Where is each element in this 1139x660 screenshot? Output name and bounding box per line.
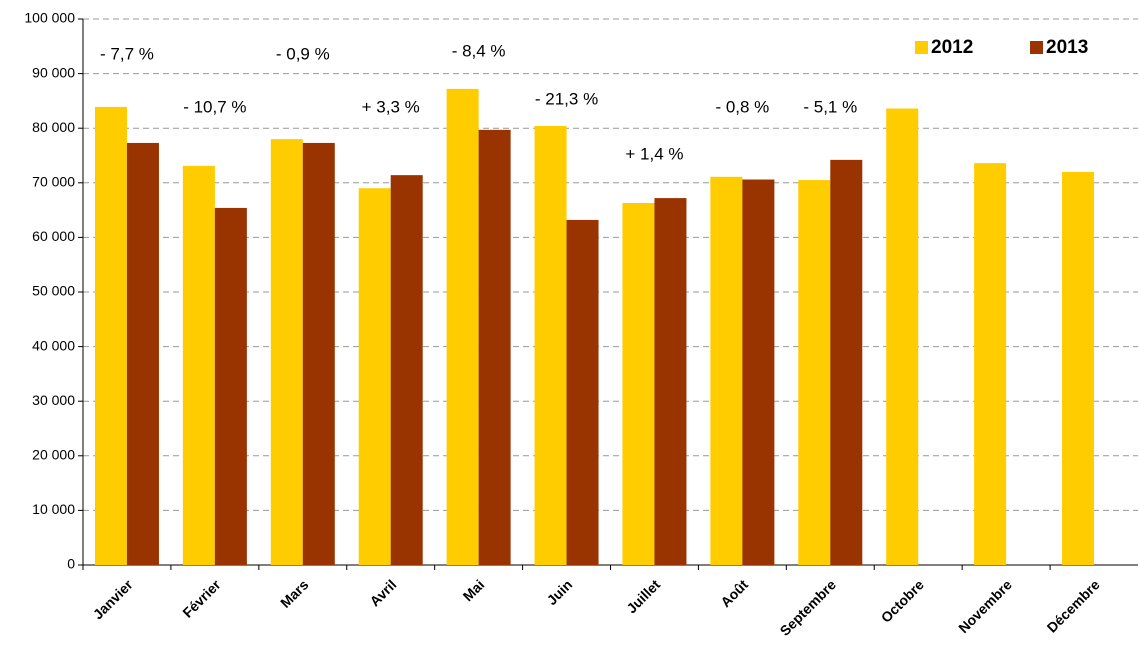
x-tick-label: Juillet — [623, 576, 663, 616]
y-tick-label: 20 000 — [32, 447, 75, 463]
x-tick-label: Janvier — [90, 576, 136, 622]
x-tick-label: Avril — [366, 576, 399, 609]
x-tick-label: Novembre — [955, 576, 1015, 636]
y-tick-label: 30 000 — [32, 392, 75, 408]
annotation: - 7,7 % — [100, 44, 154, 63]
x-tick-label: Juin — [544, 576, 576, 608]
bar — [622, 203, 655, 565]
annotation: - 0,8 % — [715, 97, 769, 116]
bar — [182, 165, 215, 565]
annotation: + 1,4 % — [625, 144, 683, 163]
y-tick-label: 70 000 — [32, 174, 75, 190]
x-tick-label: Octobre — [878, 576, 927, 625]
bar — [974, 163, 1007, 566]
x-tick-label: Février — [179, 576, 224, 621]
y-tick-label: 50 000 — [32, 283, 75, 299]
bar — [886, 108, 919, 565]
annotation: - 5,1 % — [803, 97, 857, 116]
bar — [742, 179, 775, 566]
x-tick-label: Mars — [277, 576, 312, 611]
bar — [126, 142, 159, 565]
annotation: + 3,3 % — [362, 97, 420, 116]
bar — [534, 126, 567, 566]
x-tick-label: Décembre — [1044, 576, 1103, 635]
bar — [270, 139, 303, 565]
x-tick-label: Août — [717, 576, 751, 610]
y-tick-label: 80 000 — [32, 119, 75, 135]
legend-swatch — [915, 41, 928, 54]
x-tick-label: Septembre — [777, 576, 840, 639]
bar — [830, 159, 863, 566]
bar — [566, 219, 599, 566]
y-tick-label: 90 000 — [32, 64, 75, 80]
annotation: - 21,3 % — [535, 89, 598, 108]
bar — [798, 180, 831, 565]
bar — [358, 188, 391, 565]
annotation: - 0,9 % — [276, 44, 330, 63]
legend-label: 2013 — [1046, 37, 1088, 58]
legend-label: 2012 — [931, 37, 973, 58]
annotation: - 8,4 % — [452, 41, 506, 60]
bar — [446, 88, 479, 565]
y-tick-label: 100 000 — [24, 10, 75, 26]
annotation: - 10,7 % — [183, 97, 246, 116]
bar — [94, 106, 127, 565]
bar — [390, 175, 423, 565]
y-tick-label: 60 000 — [32, 228, 75, 244]
bar — [710, 176, 743, 565]
bar — [654, 198, 687, 565]
y-tick-label: 0 — [67, 556, 75, 572]
bar — [214, 207, 247, 565]
bar — [478, 129, 511, 565]
y-tick-label: 10 000 — [32, 501, 75, 517]
bar — [1062, 171, 1095, 565]
bar — [302, 142, 335, 565]
x-tick-label: Mai — [460, 576, 488, 604]
legend-swatch — [1030, 41, 1043, 54]
y-tick-label: 40 000 — [32, 337, 75, 353]
